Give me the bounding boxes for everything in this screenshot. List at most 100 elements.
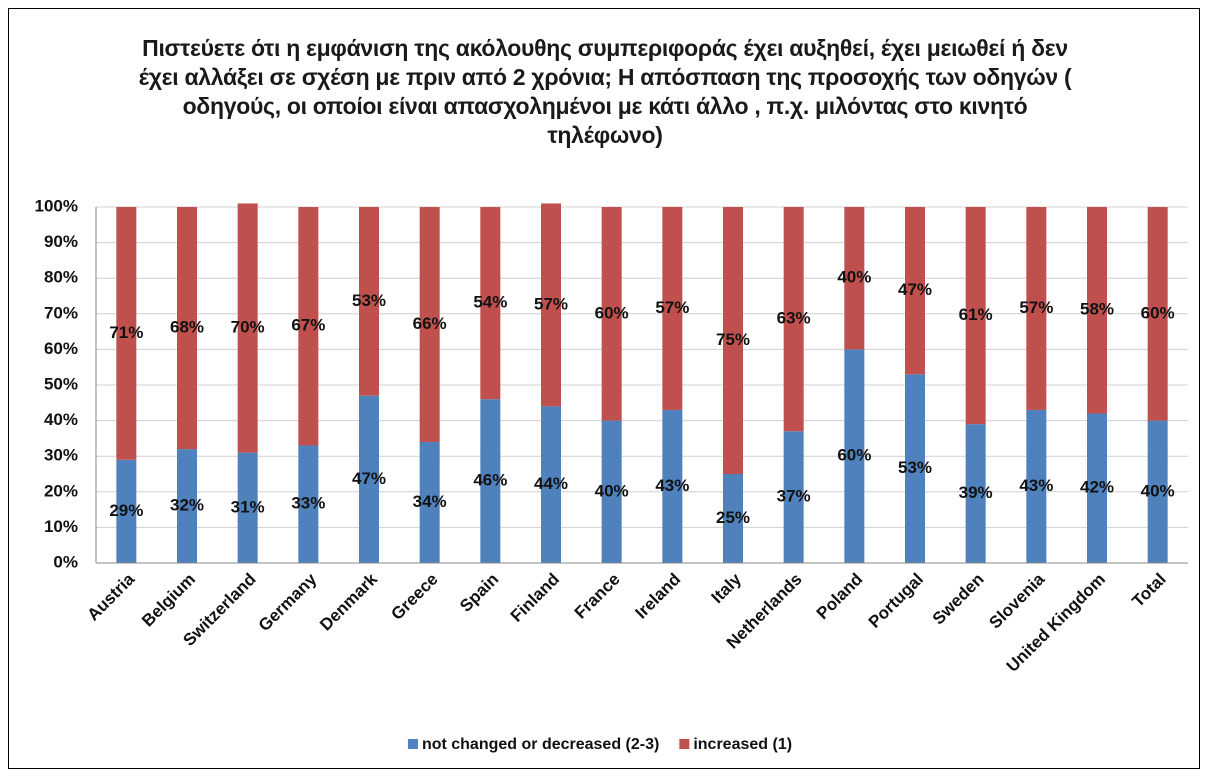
- y-tick-label: 100%: [35, 196, 78, 215]
- data-label: 60%: [595, 303, 629, 322]
- bar-segment: [662, 207, 683, 410]
- x-tick-label: Total: [1128, 570, 1169, 611]
- data-label: 46%: [473, 471, 507, 490]
- bar-segment: [237, 203, 258, 453]
- bar-segment: [723, 207, 743, 474]
- data-label: 53%: [898, 458, 932, 477]
- x-tick-label: Sweden: [929, 570, 988, 629]
- data-label: 43%: [655, 476, 689, 495]
- data-label: 60%: [1141, 303, 1175, 322]
- y-tick-label: 60%: [44, 339, 78, 358]
- bar-segment: [601, 207, 622, 421]
- data-label: 25%: [716, 508, 750, 527]
- legend-swatch: [679, 739, 690, 749]
- data-label: 44%: [534, 474, 568, 493]
- legend-label: not changed or decreased (2-3): [422, 736, 659, 753]
- y-tick-label: 80%: [44, 268, 78, 287]
- data-label: 54%: [473, 293, 507, 312]
- bar-segment: [905, 207, 925, 375]
- data-label: 40%: [1141, 481, 1175, 500]
- legend-swatch: [407, 739, 418, 749]
- bar-segment: [359, 395, 379, 563]
- data-label: 40%: [595, 481, 629, 500]
- bar-segment: [480, 207, 501, 400]
- x-tick-label: Denmark: [316, 569, 381, 634]
- bar-segment: [783, 431, 804, 563]
- y-tick-label: 10%: [44, 517, 78, 536]
- x-tick-label: Italy: [708, 569, 746, 607]
- bar-segment: [177, 207, 197, 450]
- bar-segment: [601, 420, 622, 563]
- x-tick-label: Ireland: [631, 570, 684, 623]
- legend-label: increased (1): [693, 736, 792, 753]
- bar-segment: [116, 459, 137, 563]
- bar-segment: [541, 203, 561, 407]
- data-label: 68%: [170, 318, 204, 337]
- bar-segment: [1147, 420, 1168, 563]
- x-tick-label: Poland: [813, 570, 867, 624]
- data-label: 40%: [837, 268, 871, 287]
- data-label: 60%: [837, 446, 871, 465]
- bar-segment: [177, 449, 197, 563]
- bar-segment: [419, 441, 440, 563]
- x-tick-label: France: [571, 570, 624, 623]
- y-tick-label: 30%: [44, 446, 78, 465]
- x-tick-label: Portugal: [865, 570, 927, 632]
- chart-title: Πιστεύετε ότι η εμφάνιση της ακόλουθης σ…: [138, 35, 1072, 148]
- bar-segment: [116, 207, 137, 460]
- data-label: 67%: [291, 316, 325, 335]
- data-label: 70%: [231, 318, 265, 337]
- data-label: 34%: [413, 492, 447, 511]
- data-label: 42%: [1080, 478, 1114, 497]
- bar-segment: [298, 207, 319, 446]
- data-label: 71%: [109, 323, 143, 342]
- bar-segment: [844, 207, 865, 350]
- data-label: 31%: [231, 497, 265, 516]
- data-label: 43%: [1019, 476, 1053, 495]
- data-label: 33%: [291, 494, 325, 513]
- bar-segment: [359, 207, 379, 396]
- bar-segment: [237, 452, 258, 563]
- bar-segment: [905, 374, 925, 563]
- data-label: 63%: [777, 309, 811, 328]
- bar-segment: [1026, 409, 1047, 563]
- data-label: 57%: [534, 294, 568, 313]
- y-tick-label: 70%: [44, 303, 78, 322]
- data-label: 58%: [1080, 300, 1114, 319]
- bar-segment: [844, 349, 865, 563]
- y-tick-label: 90%: [44, 232, 78, 251]
- bar-segment: [1087, 207, 1107, 414]
- x-tick-label: Germany: [255, 569, 321, 635]
- bar-segment: [298, 445, 319, 563]
- x-tick-label: Finland: [507, 570, 563, 626]
- y-tick-label: 20%: [44, 481, 78, 500]
- y-tick-label: 50%: [44, 374, 78, 393]
- data-label: 47%: [352, 469, 386, 488]
- y-tick-label: 0%: [53, 552, 78, 571]
- x-tick-label: Austria: [83, 569, 138, 624]
- data-label: 39%: [959, 483, 993, 502]
- data-label: 53%: [352, 291, 386, 310]
- bar-segment: [541, 406, 561, 563]
- bar-segment: [965, 207, 986, 425]
- x-tick-label: Greece: [387, 570, 441, 624]
- data-label: 75%: [716, 330, 750, 349]
- bar-segment: [1087, 413, 1107, 563]
- data-label: 61%: [959, 305, 993, 324]
- y-tick-label: 40%: [44, 410, 78, 429]
- bar-segment: [419, 207, 440, 442]
- data-label: 66%: [413, 314, 447, 333]
- x-tick-label: Spain: [456, 570, 502, 616]
- bar-segment: [965, 424, 986, 563]
- bar-segment: [1026, 207, 1047, 410]
- bar-segment: [480, 399, 501, 563]
- bar-segment: [783, 207, 804, 432]
- data-label: 47%: [898, 280, 932, 299]
- x-tick-label: Belgium: [138, 570, 199, 631]
- chart-frame: [8, 8, 1200, 769]
- data-label: 57%: [1019, 298, 1053, 317]
- data-label: 29%: [109, 501, 143, 520]
- data-label: 32%: [170, 496, 204, 515]
